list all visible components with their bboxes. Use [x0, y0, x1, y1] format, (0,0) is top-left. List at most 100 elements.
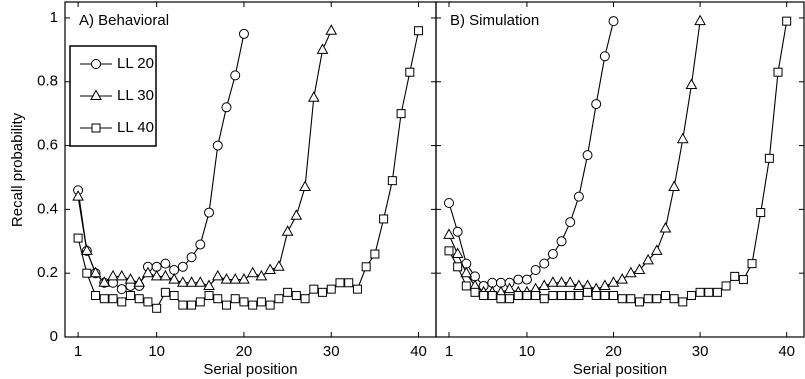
data-point [704, 287, 714, 297]
series-line [448, 21, 701, 293]
data-point [211, 269, 224, 281]
data-point [221, 300, 231, 310]
data-point [712, 287, 722, 297]
data-point [600, 291, 610, 301]
data-point [496, 294, 506, 304]
data-point [686, 291, 696, 301]
data-point [185, 276, 198, 287]
data-point [539, 294, 549, 304]
data-point [764, 153, 774, 163]
data-point [626, 294, 636, 304]
data-point [108, 294, 118, 304]
data-point [738, 275, 748, 285]
data-point [82, 268, 92, 278]
data-point [443, 198, 454, 208]
x-axis-label: Serial position [573, 361, 667, 378]
data-point [89, 266, 102, 278]
data-point [220, 273, 233, 284]
data-point [283, 287, 293, 297]
data-point [555, 276, 568, 287]
plot-frame [435, 1, 805, 338]
y-tick-label: 0.8 [37, 73, 58, 90]
data-point [453, 262, 463, 272]
data-point [229, 273, 242, 284]
data-point [650, 244, 663, 255]
data-point [685, 78, 698, 89]
series-line [448, 21, 788, 303]
data-point [326, 284, 336, 294]
legend-label: LL 40 [117, 119, 154, 136]
data-point [230, 294, 240, 304]
data-point [530, 265, 541, 275]
data-point [633, 263, 646, 274]
data-point [80, 244, 93, 255]
data-point [99, 294, 109, 304]
y-tick-label: 0 [50, 328, 58, 345]
data-point [379, 214, 389, 224]
data-point [747, 259, 757, 269]
data-point [352, 284, 362, 294]
data-point [309, 284, 319, 294]
data-point [307, 91, 320, 102]
data-point [573, 279, 585, 290]
data-point [609, 291, 619, 301]
data-point [160, 258, 171, 269]
data-point [238, 273, 250, 284]
x-tick-label: 20 [236, 343, 253, 360]
data-point [642, 253, 654, 265]
data-point [281, 225, 294, 236]
legend-marker [90, 89, 102, 100]
data-point [316, 43, 329, 54]
data-point [299, 180, 311, 192]
data-point [195, 297, 205, 307]
data-point [557, 291, 567, 301]
data-point [176, 276, 189, 287]
data-point [125, 291, 135, 301]
data-point [142, 266, 154, 278]
data-point [195, 239, 206, 250]
data-point [116, 284, 127, 295]
data-point [143, 297, 153, 307]
data-point [659, 221, 672, 233]
data-point [660, 291, 670, 301]
data-point [133, 276, 146, 287]
legend-marker [91, 59, 101, 69]
data-point [264, 263, 276, 274]
legend-label: LL 30 [117, 87, 154, 104]
data-point [556, 236, 567, 247]
data-point [565, 217, 576, 228]
data-point [591, 99, 602, 110]
data-point [169, 291, 179, 301]
data-point [460, 266, 473, 278]
data-point [513, 291, 523, 301]
data-point [461, 281, 471, 291]
data-point [547, 276, 559, 287]
data-point [531, 291, 541, 301]
data-point [238, 28, 249, 39]
data-point [452, 226, 463, 237]
data-point [487, 291, 497, 301]
data-point [513, 274, 524, 285]
data-point [695, 287, 705, 297]
data-point [599, 51, 610, 62]
data-point [676, 132, 689, 144]
data-point [564, 276, 577, 287]
data-point [290, 209, 303, 220]
data-point [573, 191, 584, 202]
data-point [265, 300, 275, 310]
data-point [598, 279, 611, 290]
x-tick-label: 30 [323, 343, 340, 360]
data-point [773, 67, 783, 77]
data-point [565, 291, 575, 301]
data-point [652, 294, 662, 304]
data-point [694, 14, 706, 26]
x-tick-label: 20 [605, 343, 622, 360]
data-point [204, 207, 215, 218]
data-point [414, 26, 424, 36]
data-point [203, 279, 215, 290]
data-point [256, 297, 266, 307]
y-tick-label: 0.6 [37, 137, 58, 154]
data-point [548, 291, 558, 301]
data-point [152, 303, 162, 313]
legend-marker [91, 123, 101, 133]
